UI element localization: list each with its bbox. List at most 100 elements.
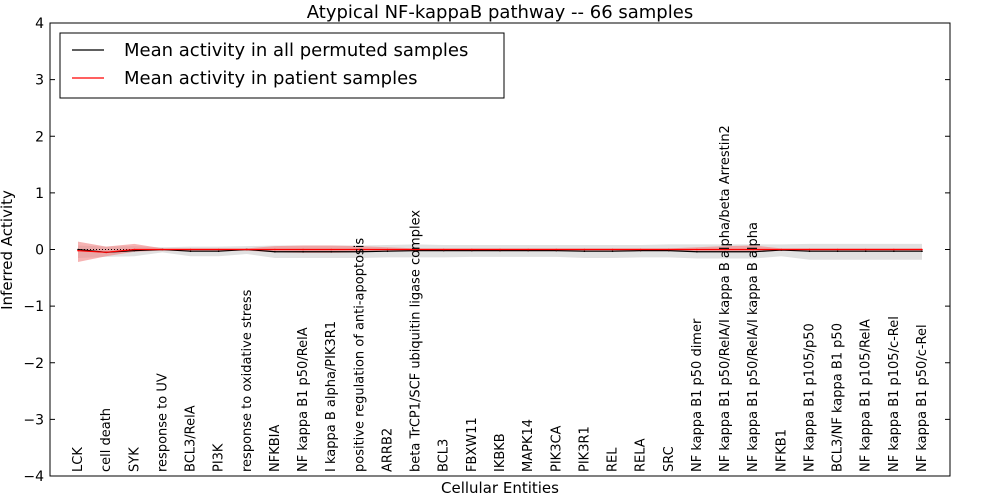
x-tick-label-7: NFKBIA [268,425,283,472]
x-tick-label-27: BCL3/NF kappa B1 p50 [831,323,846,472]
legend-label-patient: Mean activity in patient samples [124,68,418,89]
series-1-point-24 [752,248,754,251]
x-tick-label-30: NF kappa B1 p50/c-Rel [915,324,930,472]
y-tick-label-2: 2 [35,129,44,145]
y-tick-label-0: 4 [35,16,44,32]
series-1-point-3 [161,248,164,251]
series-0-point-11 [386,250,389,252]
series-0-point-30 [921,250,923,252]
x-tick-label-19: REL [606,447,621,472]
series-1-point-13 [442,248,445,251]
x-tick-label-8: NF kappa B1 p50/RelA [296,327,311,472]
x-tick-label-17: PIK3CA [549,425,564,472]
x-tick-label-4: BCL3/RelA [184,405,199,472]
series-1-point-6 [246,248,248,251]
series-0-point-20 [639,249,642,252]
y-tick-label-1: 3 [35,73,44,89]
x-tick-label-28: NF kappa B1 p105/RelA [859,319,874,472]
series-0-point-19 [611,250,614,252]
series-0-point-14 [471,249,473,252]
series-1-band [78,241,922,262]
x-tick-label-16: MAPK14 [521,419,536,472]
series-1-point-9 [330,248,333,251]
series-1-point-17 [555,248,558,251]
series-1-point-28 [864,248,867,251]
series-0-point-13 [442,249,445,252]
series-0-point-29 [893,250,895,252]
series-0-point-21 [668,249,670,252]
legend-box [59,32,505,99]
x-tick-label-11: ARRB2 [380,428,395,472]
series-1-point-25 [780,248,783,251]
legend-label-permuted: Mean activity in all permuted samples [124,40,468,61]
series-0-point-5 [217,250,220,252]
series-0-point-0 [77,248,79,251]
x-tick-label-20: RELA [634,438,649,472]
series-1-point-7 [274,248,276,251]
x-tick-label-10: positive regulation of anti-apoptosis [352,238,367,472]
y-axis-label: Inferred Activity [0,190,16,310]
x-tick-label-21: SRC [662,446,677,472]
series-1-point-14 [471,248,473,251]
series-1-point-5 [217,248,220,251]
series-1-point-1 [105,251,107,254]
x-tick-label-1: cell death [99,408,114,472]
series-1-point-21 [668,248,670,251]
x-tick-label-26: NF kappa B1 p105/p50 [802,323,817,472]
series-1-point-15 [499,248,501,251]
series-0-point-17 [555,249,558,252]
series-1-point-19 [611,248,614,251]
x-tick-label-9: I kappa B alpha/PIK3R1 [324,321,339,472]
x-tick-label-0: LCK [71,447,86,472]
series-0-point-15 [499,249,501,252]
series-0-point-28 [864,250,867,252]
series-0-point-22 [696,250,698,253]
y-tick-label-7: −3 [23,412,44,428]
x-tick-label-2: SYK [127,447,142,472]
series-1-point-18 [583,248,586,251]
series-1-point-23 [724,248,726,251]
y-tick-label-6: −2 [23,356,44,372]
series-1-point-0 [77,249,79,252]
series-1-point-27 [836,248,839,251]
y-tick-label-8: −4 [23,469,44,485]
x-tick-label-22: NF kappa B1 p50 dimer [690,318,705,472]
x-tick-label-15: IKBKB [493,433,508,472]
x-tick-label-14: FBXW11 [465,417,480,472]
series-1-point-10 [358,248,361,251]
series-0-point-7 [274,250,276,253]
x-tick-label-6: response to oxidative stress [240,289,255,472]
series-0-point-9 [330,250,333,253]
series-0-point-16 [527,249,529,252]
y-tick-label-3: 1 [35,186,44,202]
series-1-point-4 [189,248,192,251]
series-0-point-4 [189,250,192,252]
series-0-point-26 [808,250,811,252]
series-1-point-11 [386,248,389,251]
x-tick-label-18: PIK3R1 [577,426,592,472]
y-tick-label-4: 0 [35,243,44,259]
series-0-point-10 [358,250,361,253]
series-1-point-12 [414,248,417,251]
x-tick-label-5: PI3K [212,443,227,472]
legend: Mean activity in all permuted samples Me… [59,32,505,99]
chart-title: Atypical NF-kappaB pathway -- 66 samples [307,2,693,23]
x-axis-label: Cellular Entities [441,479,559,497]
series-0-point-27 [836,250,839,252]
x-tick-label-23: NF kappa B1 p50/RelA/I kappa B alpha/bet… [718,125,733,472]
series-0-point-8 [302,250,304,253]
x-tick-label-3: response to UV [155,373,170,472]
x-tick-label-25: NFKB1 [774,429,789,472]
x-tick-label-24: NF kappa B1 p50/RelA/I kappa B alpha [746,222,761,472]
series-0-point-18 [583,250,586,252]
x-tick-label-13: BCL3 [437,439,452,472]
series-0-point-12 [414,249,417,252]
series-1-point-20 [639,248,642,251]
series-1-point-29 [893,248,895,251]
series-1-point-26 [808,248,811,251]
series-0-point-24 [752,250,754,253]
series-1-point-22 [696,248,698,251]
series-1-point-16 [527,248,529,251]
series-1-point-30 [921,248,923,251]
